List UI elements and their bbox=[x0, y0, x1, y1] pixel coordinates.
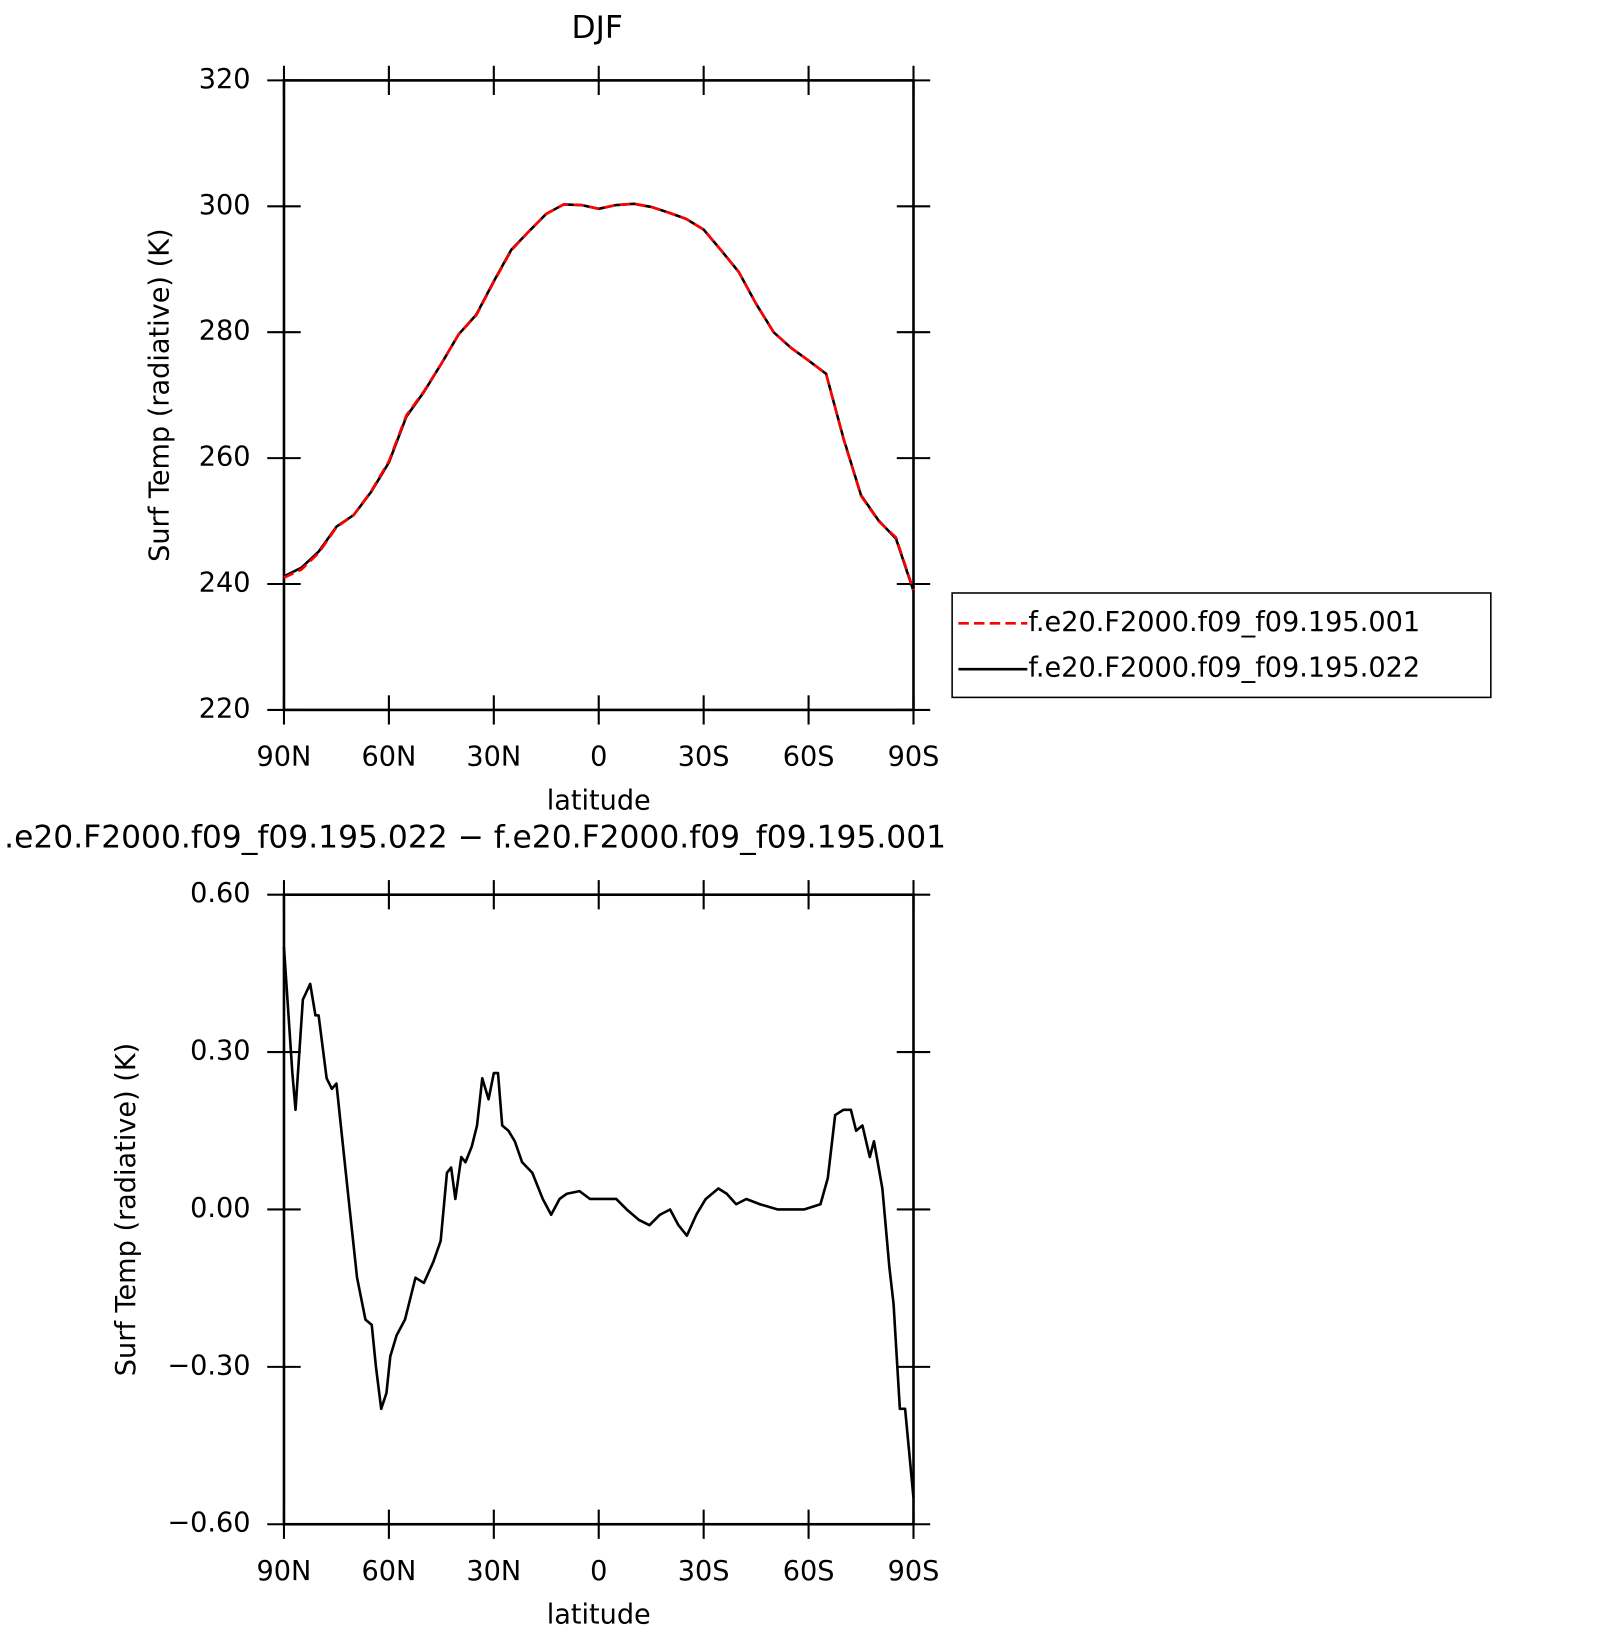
y-axis-label: Surf Temp (radiative) (K) bbox=[111, 1043, 142, 1376]
y-axis-label: Surf Temp (radiative) (K) bbox=[144, 228, 175, 561]
chart-title: DJF bbox=[571, 10, 622, 46]
data-line bbox=[283, 202, 915, 592]
plot-frame bbox=[282, 79, 915, 712]
y-tick-label: 300 bbox=[199, 190, 251, 221]
y-tick-label: 320 bbox=[199, 64, 251, 95]
x-tick-label: 0 bbox=[590, 741, 607, 772]
plot-frame bbox=[282, 893, 915, 1526]
y-tick-label: −0.60 bbox=[167, 1508, 250, 1539]
x-axis-label: latitude bbox=[547, 785, 651, 816]
chart-title: .e20.F2000.f09_f09.195.022 − f.e20.F2000… bbox=[4, 819, 946, 855]
y-tick-label: 220 bbox=[199, 693, 251, 724]
legend-label: f.e20.F2000.f09_f09.195.022 bbox=[1028, 653, 1420, 684]
x-tick-label: 60S bbox=[783, 1556, 835, 1587]
plots: DJF latitude Surf Temp (radiative) (K) 90N 6… bbox=[4, 10, 1492, 1631]
x-tick-label: 30N bbox=[466, 741, 521, 772]
legend-label: f.e20.F2000.f09_f09.195.001 bbox=[1028, 607, 1420, 638]
legend-box bbox=[951, 592, 1492, 699]
x-tick-label: 90S bbox=[888, 741, 940, 772]
y-tick-label: 260 bbox=[199, 442, 251, 473]
x-tick-label: 60N bbox=[361, 741, 416, 772]
x-axis-label: latitude bbox=[547, 1600, 651, 1631]
x-tick-label: 30N bbox=[466, 1556, 521, 1587]
data-line bbox=[282, 947, 915, 1499]
y-tick-label: 0.30 bbox=[190, 1036, 250, 1067]
data-line bbox=[283, 202, 915, 591]
x-tick-label: 0 bbox=[590, 1556, 607, 1587]
x-tick-label: 30S bbox=[678, 1556, 730, 1587]
x-tick-label: 60S bbox=[783, 741, 835, 772]
x-tick-label: 90S bbox=[888, 1556, 940, 1587]
x-tick-label: 90N bbox=[257, 1556, 312, 1587]
y-tick-label: −0.30 bbox=[167, 1350, 250, 1381]
x-tick-label: 30S bbox=[678, 741, 730, 772]
y-tick-label: 280 bbox=[199, 316, 251, 347]
x-tick-label: 90N bbox=[257, 741, 312, 772]
y-tick-label: 240 bbox=[199, 568, 251, 599]
y-tick-label: 0.00 bbox=[190, 1193, 250, 1224]
x-tick-label: 60N bbox=[361, 1556, 416, 1587]
y-tick-label: 0.60 bbox=[190, 878, 250, 909]
